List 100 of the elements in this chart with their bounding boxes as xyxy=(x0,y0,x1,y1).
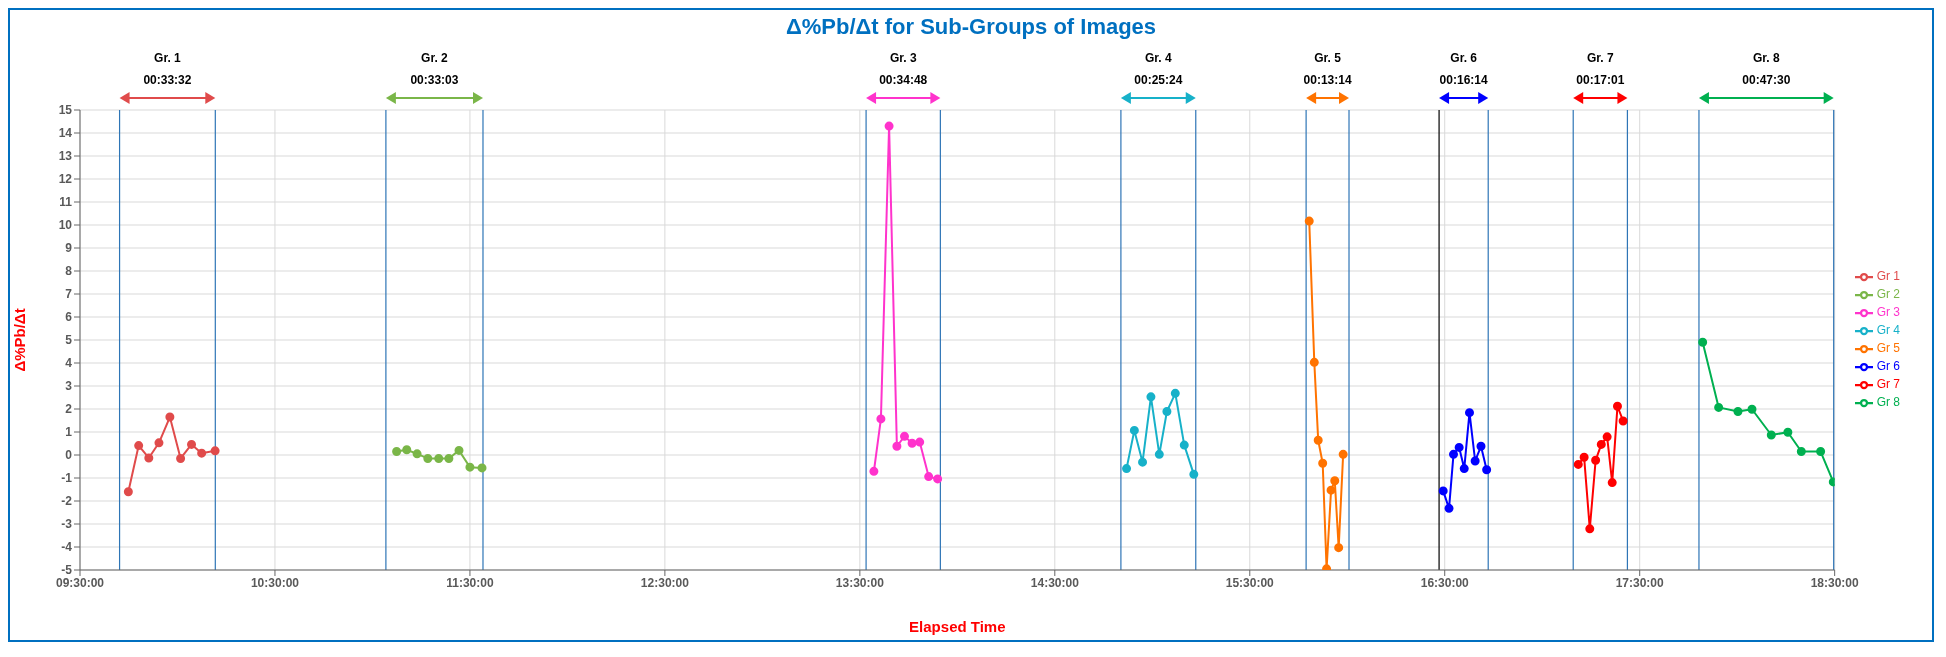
x-axis-title: Elapsed Time xyxy=(909,618,1006,635)
y-tick-label: -1 xyxy=(61,471,73,486)
point xyxy=(1747,404,1757,414)
point xyxy=(1313,435,1323,445)
point xyxy=(1326,485,1336,495)
point xyxy=(1796,447,1806,457)
text: 00:33:32 xyxy=(143,73,192,87)
point xyxy=(1607,478,1617,488)
text: 00:16:14 xyxy=(1439,73,1488,87)
y-tick-label: 13 xyxy=(58,149,73,164)
point xyxy=(392,447,402,457)
point xyxy=(1304,216,1314,226)
point xyxy=(1585,524,1595,534)
point xyxy=(1454,442,1464,452)
point xyxy=(1138,457,1148,467)
legend-label: Gr 7 xyxy=(1876,377,1900,392)
point xyxy=(1766,430,1776,440)
point xyxy=(1714,402,1724,412)
legend-label: Gr 2 xyxy=(1876,287,1900,302)
y-tick-label: 15 xyxy=(58,103,73,118)
x-tick-label: 18:30:00 xyxy=(1810,575,1859,590)
point xyxy=(876,414,886,424)
point xyxy=(1189,469,1199,479)
point xyxy=(924,472,934,482)
point xyxy=(1591,455,1601,465)
text: 00:17:01 xyxy=(1576,73,1625,87)
x-tick-label: 10:30:00 xyxy=(250,575,300,590)
point xyxy=(915,437,925,447)
x-tick-label: 13:30:00 xyxy=(835,575,885,590)
y-axis-title: Δ%Pb/Δt xyxy=(11,308,29,372)
text: Gr. 3 xyxy=(889,51,917,65)
point xyxy=(444,453,454,463)
y-tick-label: 9 xyxy=(65,241,73,256)
x-tick-label: 17:30:00 xyxy=(1615,575,1665,590)
point xyxy=(1122,464,1132,474)
text: Gr. 8 xyxy=(1752,51,1780,65)
point xyxy=(1154,449,1164,459)
y-tick-label: 3 xyxy=(65,379,73,394)
chart-title: Δ%Pb/Δt for Sub-Groups of Images xyxy=(784,13,1158,40)
point xyxy=(465,462,475,472)
legend-label: Gr 5 xyxy=(1876,341,1900,356)
point xyxy=(1170,388,1180,398)
text: 00:47:30 xyxy=(1742,73,1791,87)
point xyxy=(187,439,197,449)
y-tick-label: 10 xyxy=(58,218,73,233)
point xyxy=(1334,543,1344,553)
point xyxy=(197,448,207,458)
point xyxy=(1330,476,1340,486)
text: 00:25:24 xyxy=(1134,73,1183,87)
x-tick-label: 09:30:00 xyxy=(55,575,105,590)
point xyxy=(454,445,464,455)
point xyxy=(423,453,433,463)
point xyxy=(1596,439,1606,449)
point xyxy=(434,453,444,463)
point xyxy=(1733,407,1743,417)
y-tick-label: 8 xyxy=(65,264,73,279)
point xyxy=(210,446,220,456)
point xyxy=(176,453,186,463)
point xyxy=(1146,392,1156,402)
point xyxy=(165,412,175,422)
point xyxy=(1573,459,1583,469)
point xyxy=(907,438,917,448)
y-tick-label: -5 xyxy=(61,563,73,578)
x-tick-label: 12:30:00 xyxy=(640,575,690,590)
point xyxy=(869,466,879,476)
legend-label: Gr 3 xyxy=(1876,305,1900,320)
text: Gr. 7 xyxy=(1586,51,1614,65)
point xyxy=(1612,401,1622,411)
point xyxy=(884,121,894,131)
point xyxy=(1338,449,1348,459)
text: Gr. 5 xyxy=(1314,51,1342,65)
point xyxy=(402,445,412,455)
point xyxy=(1438,486,1448,496)
x-tick-label: 14:30:00 xyxy=(1030,575,1080,590)
point xyxy=(1783,427,1793,437)
y-tick-label: 12 xyxy=(58,172,73,187)
point xyxy=(134,441,144,451)
y-tick-label: 0 xyxy=(65,448,73,463)
point xyxy=(123,487,133,497)
point xyxy=(1482,465,1492,475)
legend-label: Gr 4 xyxy=(1876,323,1900,338)
point xyxy=(1449,449,1459,459)
point xyxy=(1459,464,1469,474)
point xyxy=(144,453,154,463)
text: 00:33:03 xyxy=(410,73,459,87)
y-tick-label: 6 xyxy=(65,310,73,325)
y-tick-label: 1 xyxy=(65,425,73,440)
point xyxy=(1602,432,1612,442)
y-tick-label: 4 xyxy=(65,356,73,371)
point xyxy=(1470,456,1480,466)
legend-label: Gr 1 xyxy=(1876,269,1900,284)
x-tick-label: 15:30:00 xyxy=(1225,575,1275,590)
point xyxy=(1179,440,1189,450)
point xyxy=(899,431,909,441)
text: Gr. 2 xyxy=(421,51,449,65)
text: Gr. 4 xyxy=(1144,51,1172,65)
point xyxy=(933,474,943,484)
y-tick-label: 5 xyxy=(65,333,73,348)
text: Gr. 6 xyxy=(1450,51,1478,65)
y-tick-label: 2 xyxy=(65,402,73,417)
